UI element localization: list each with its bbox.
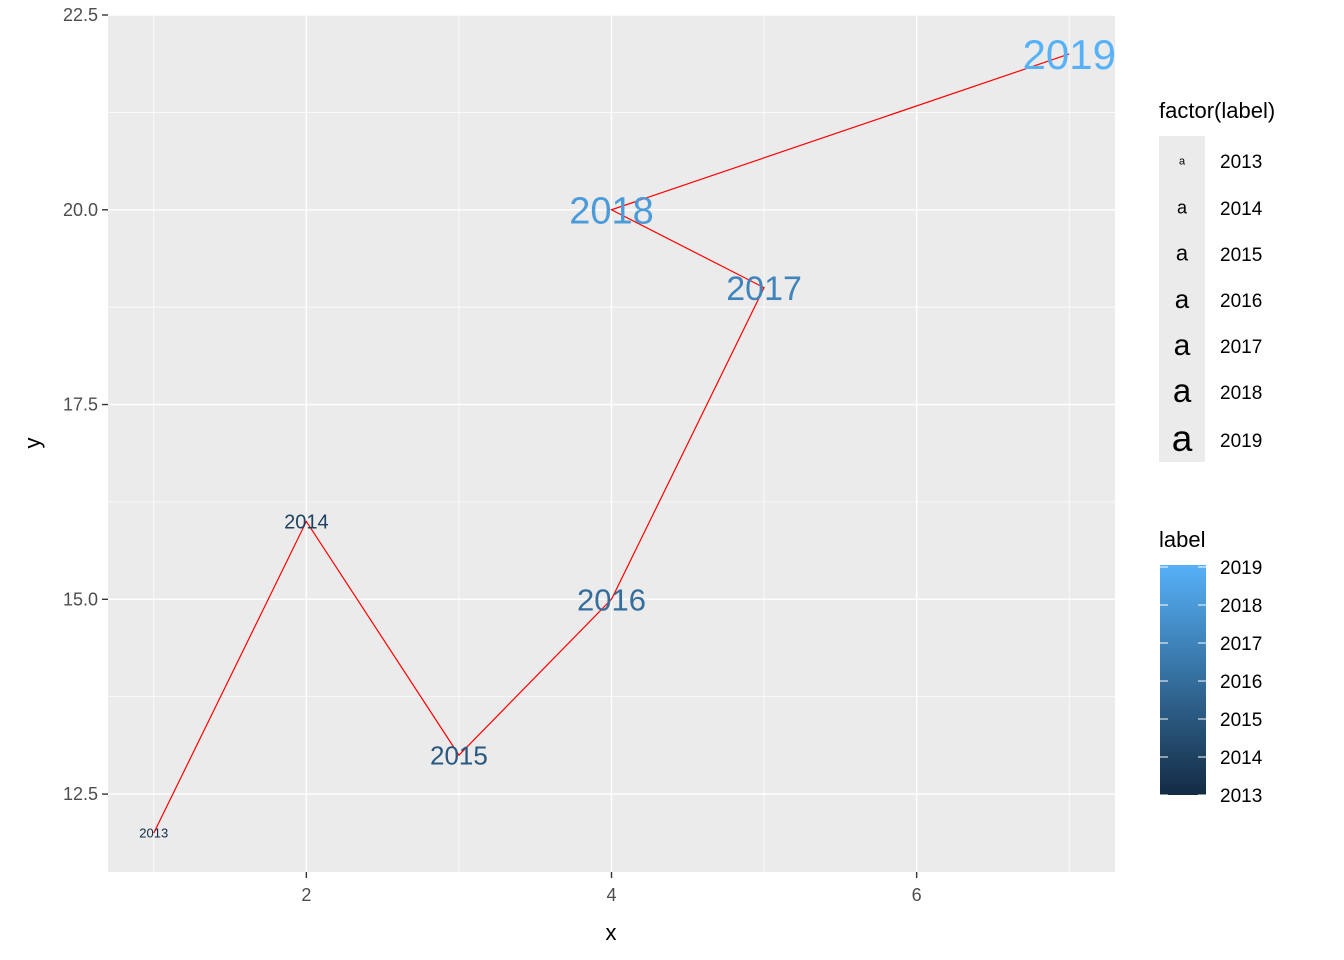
- point-label: 2015: [430, 740, 488, 770]
- point-labels: 2013 2014 2015 2016 2017 2018 2019: [139, 31, 1116, 841]
- x-tick-label: 4: [606, 885, 616, 905]
- y-tick-label: 20.0: [63, 200, 98, 220]
- point-label: 2017: [726, 270, 802, 308]
- legend-size-label: 2016: [1220, 291, 1262, 312]
- x-tick-label: 6: [912, 885, 922, 905]
- legend-size-label: 2017: [1220, 337, 1262, 358]
- legend-color: label 2019 2018 2017 2016 2015 2014 2013: [1159, 527, 1263, 807]
- legend-size-key-glyph: a: [1174, 329, 1191, 362]
- legend-color-label: 2018: [1220, 596, 1262, 617]
- legend-color-label: 2017: [1220, 634, 1262, 655]
- series-line: [153, 53, 1070, 834]
- x-axis-title: x: [606, 920, 617, 945]
- legend-color-label: 2013: [1220, 786, 1262, 807]
- legend-colorbar: [1160, 565, 1206, 795]
- y-axis: 12.5 15.0 17.5 20.0 22.5: [63, 5, 108, 804]
- y-tick-label: 12.5: [63, 784, 98, 804]
- legend-size-key-glyph: a: [1179, 155, 1186, 167]
- point-label: 2018: [569, 190, 654, 232]
- legend-color-title: label: [1159, 527, 1205, 552]
- legend-color-label: 2015: [1220, 710, 1262, 731]
- y-axis-title: y: [20, 438, 45, 449]
- y-tick-label: 15.0: [63, 589, 98, 609]
- legend-size-label: 2018: [1220, 383, 1262, 404]
- point-label: 2014: [284, 512, 329, 534]
- legend-size-key-glyph: a: [1177, 197, 1188, 217]
- point-label: 2019: [1023, 31, 1116, 78]
- point-label: 2016: [577, 582, 646, 617]
- legend-size-label: 2014: [1220, 199, 1263, 220]
- legend-size-key-glyph: a: [1172, 418, 1193, 459]
- x-axis: 2 4 6: [301, 872, 922, 905]
- x-tick-label: 2: [301, 885, 311, 905]
- legend-size-title: factor(label): [1159, 98, 1275, 123]
- legend-size-label: 2019: [1220, 431, 1262, 452]
- y-tick-label: 17.5: [63, 395, 98, 415]
- legend-color-label: 2019: [1220, 558, 1262, 579]
- legend-size-label: 2015: [1220, 245, 1262, 266]
- y-tick-label: 22.5: [63, 5, 98, 25]
- legend-size-label: 2013: [1220, 152, 1262, 173]
- point-label: 2013: [139, 826, 168, 841]
- legend-size: factor(label) a 2013 a 2014 a 2015 a 2016 a 2017 a…: [1159, 98, 1275, 462]
- legend-size-key-glyph: a: [1173, 372, 1192, 409]
- legend-color-label: 2016: [1220, 672, 1262, 693]
- legend-size-key-background: [1159, 136, 1205, 462]
- legend-color-label: 2014: [1220, 748, 1263, 769]
- legend-size-key-glyph: a: [1176, 241, 1189, 266]
- legend-size-key-glyph: a: [1175, 284, 1190, 314]
